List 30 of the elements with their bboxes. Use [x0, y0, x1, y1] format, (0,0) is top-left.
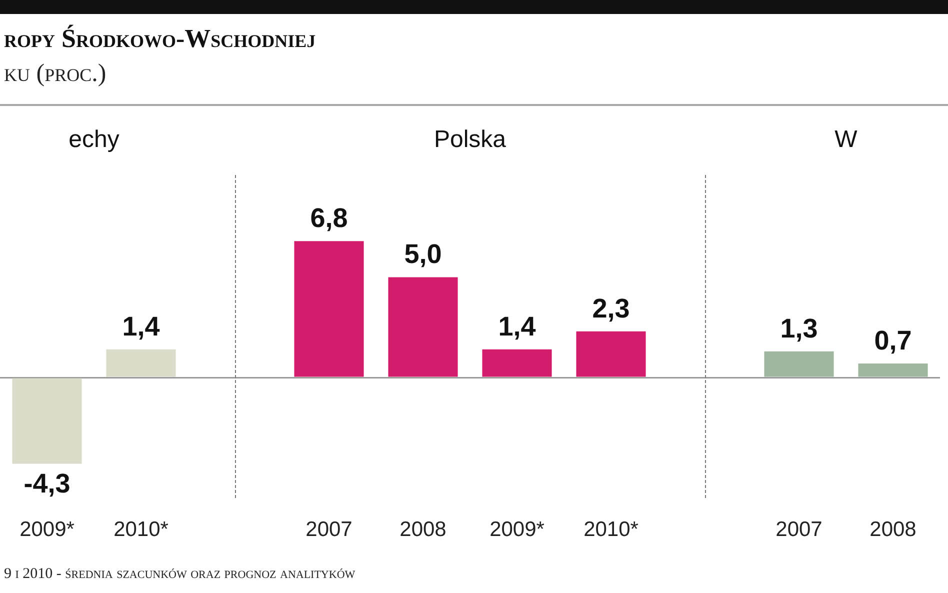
bar: [576, 331, 646, 377]
bar: [294, 241, 364, 377]
x-tick-label: 2009*: [20, 518, 74, 542]
text: echy: [68, 126, 120, 154]
x-tick-label: 2007: [776, 518, 822, 542]
bar: [764, 351, 834, 377]
bar: [482, 349, 552, 377]
text: Polska: [432, 126, 508, 154]
bar: [12, 378, 82, 464]
x-tick-label: 2010*: [584, 518, 638, 542]
data-label: 1,4: [122, 311, 160, 342]
x-tick-label: 2008: [870, 518, 916, 542]
x-tick-label: 2009*: [490, 518, 544, 542]
chart-title: ropy Środkowo-Wschodniej: [4, 24, 316, 54]
data-label: 1,3: [780, 313, 818, 344]
data-label: 1,4: [498, 311, 536, 342]
bar: [858, 363, 928, 377]
data-label: -4,3: [24, 468, 70, 499]
data-label: 2,3: [592, 293, 630, 324]
text: W: [834, 126, 858, 154]
data-label: 5,0: [404, 239, 442, 270]
chart-subtitle: ku (proc.): [4, 60, 106, 88]
x-tick-label: 2010*: [114, 518, 168, 542]
data-label: 6,8: [310, 203, 348, 234]
bar: [388, 277, 458, 377]
x-tick-label: 2008: [400, 518, 446, 542]
text: 9 i 2010 - średnia szacunków oraz prognoz analityków: [4, 566, 356, 583]
data-label: 0,7: [874, 325, 912, 356]
x-tick-label: 2007: [306, 518, 352, 542]
bar: [106, 349, 176, 377]
